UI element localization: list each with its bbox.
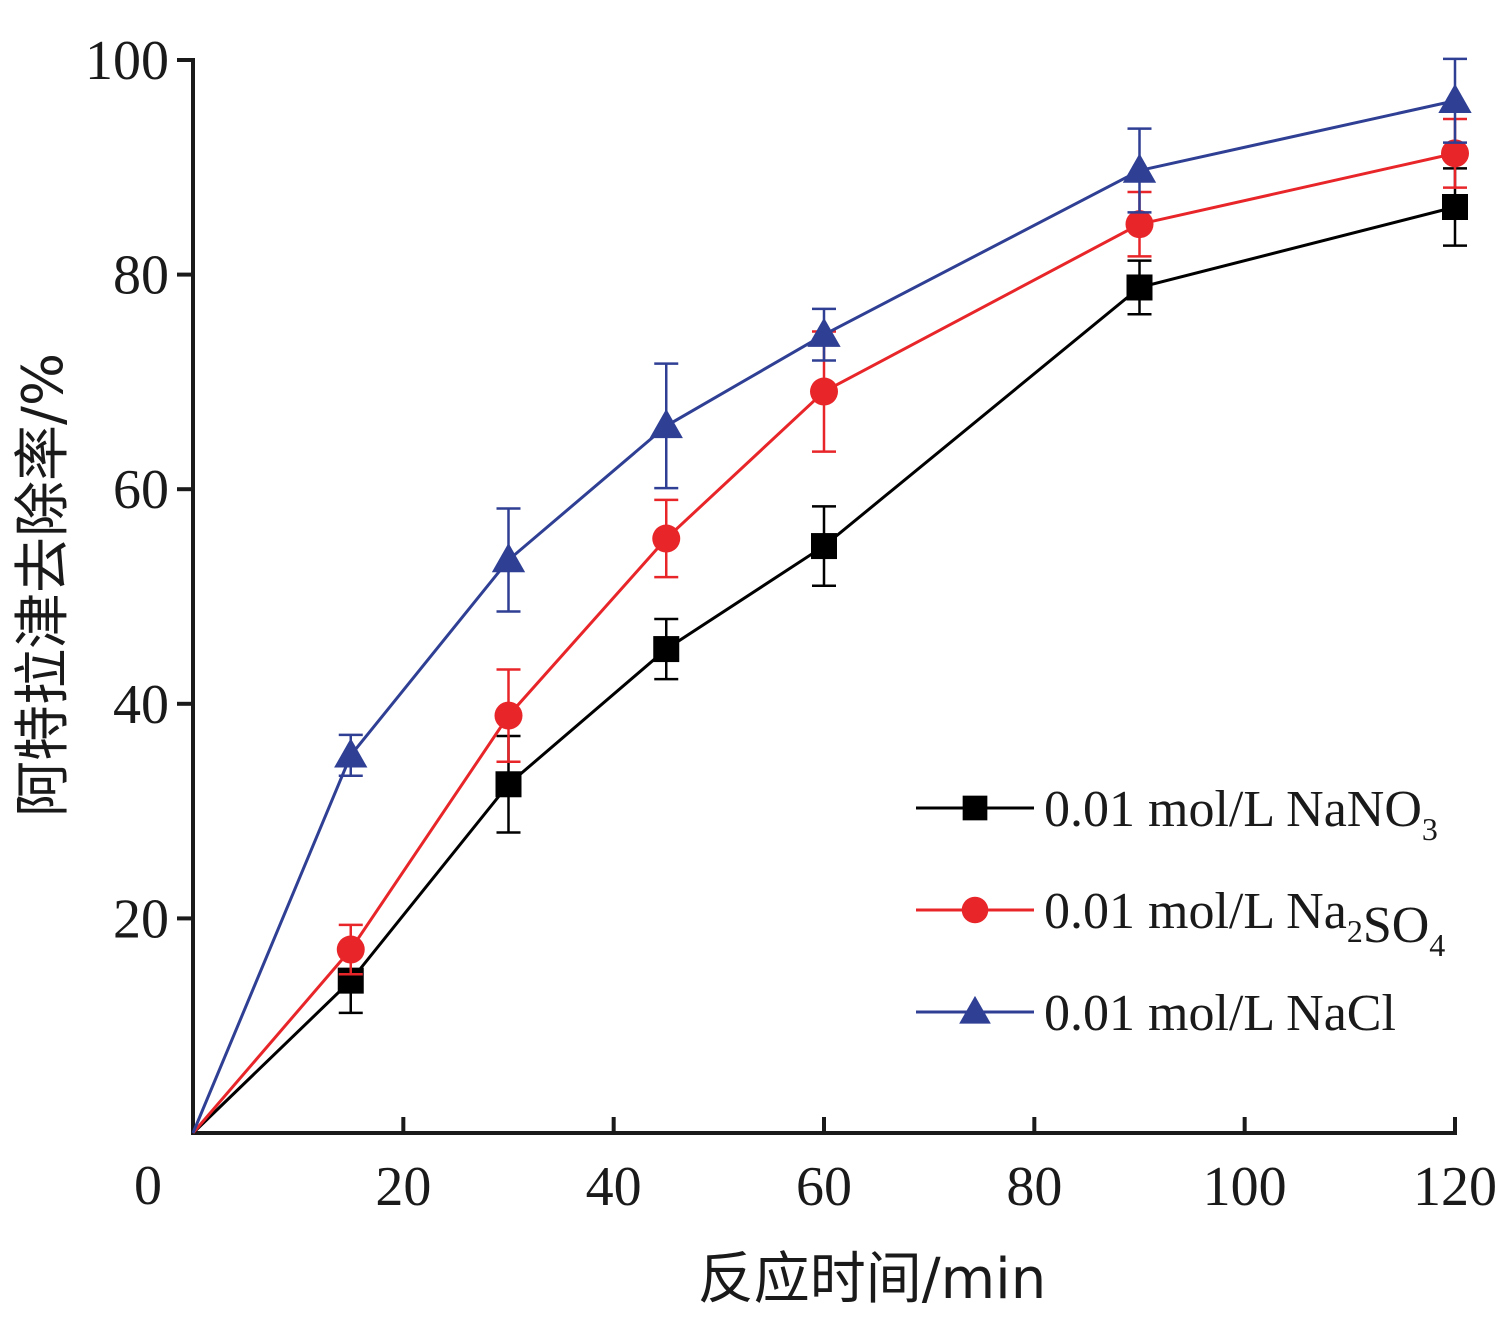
y-tick-label: 40 xyxy=(113,674,169,736)
x-ticks: 20 40 60 80 100 120 xyxy=(375,1117,1497,1218)
data-point xyxy=(495,771,522,798)
legend-item-1: 0.01 mol/L NaNO3 xyxy=(916,781,1438,847)
data-point xyxy=(1442,194,1468,221)
legend-text-part: SO xyxy=(1363,897,1429,954)
legend-item-2: 0.01 mol/L Na2SO4 xyxy=(916,883,1445,963)
series-1 xyxy=(191,167,1468,1135)
data-point xyxy=(1126,274,1153,301)
x-tick-label: 20 xyxy=(375,1156,431,1218)
legend-subscript: 3 xyxy=(1422,811,1438,847)
y-tick-label: 80 xyxy=(113,245,169,307)
data-point xyxy=(652,524,681,553)
data-point xyxy=(649,408,683,439)
legend-subscript: 2 xyxy=(1347,913,1363,949)
legend-marker xyxy=(962,795,988,821)
x-tick-label: 100 xyxy=(1203,1156,1287,1218)
x-tick-label: 60 xyxy=(796,1156,852,1218)
data-point xyxy=(1441,139,1469,168)
origin-tick-label: 0 xyxy=(134,1155,162,1217)
data-point xyxy=(334,738,368,768)
y-tick-label: 20 xyxy=(113,888,169,950)
legend-marker xyxy=(959,995,991,1024)
series-layer xyxy=(191,57,1472,1135)
legend-item-3: 0.01 mol/L NaCl xyxy=(916,985,1396,1042)
x-tick-label: 120 xyxy=(1413,1156,1497,1218)
series-3 xyxy=(191,57,1472,1134)
y-tick-label: 100 xyxy=(85,30,169,92)
data-point xyxy=(1125,210,1154,239)
legend-label: 0.01 mol/L NaCl xyxy=(1044,985,1396,1042)
legend-label: 0.01 mol/L Na2SO4 xyxy=(1044,883,1445,963)
y-ticks: 20 40 60 80 100 xyxy=(85,30,193,950)
legend-label: 0.01 mol/L NaNO3 xyxy=(1044,781,1438,847)
legend-marker xyxy=(961,896,989,924)
y-axis-title: 阿特拉津去除率/% xyxy=(11,353,76,817)
data-point xyxy=(807,317,841,347)
series-2 xyxy=(191,117,1469,1134)
legend-subscript: 4 xyxy=(1429,927,1445,963)
data-point xyxy=(811,533,837,560)
data-point xyxy=(336,935,365,964)
x-tick-label: 80 xyxy=(1006,1156,1062,1218)
x-axis-title: 反应时间/min xyxy=(698,1247,1046,1312)
legend-text-part: 0.01 mol/L NaNO xyxy=(1044,781,1422,838)
data-point xyxy=(1122,153,1157,183)
data-point xyxy=(810,377,838,406)
data-point xyxy=(494,701,523,730)
data-point xyxy=(653,636,680,663)
legend-text-part: 0.01 mol/L NaCl xyxy=(1044,985,1396,1042)
x-tick-label: 40 xyxy=(586,1156,642,1218)
data-point xyxy=(491,543,526,573)
legend-text-part: 0.01 mol/L Na xyxy=(1044,883,1347,940)
data-point xyxy=(1438,83,1472,114)
y-tick-label: 60 xyxy=(113,459,169,521)
